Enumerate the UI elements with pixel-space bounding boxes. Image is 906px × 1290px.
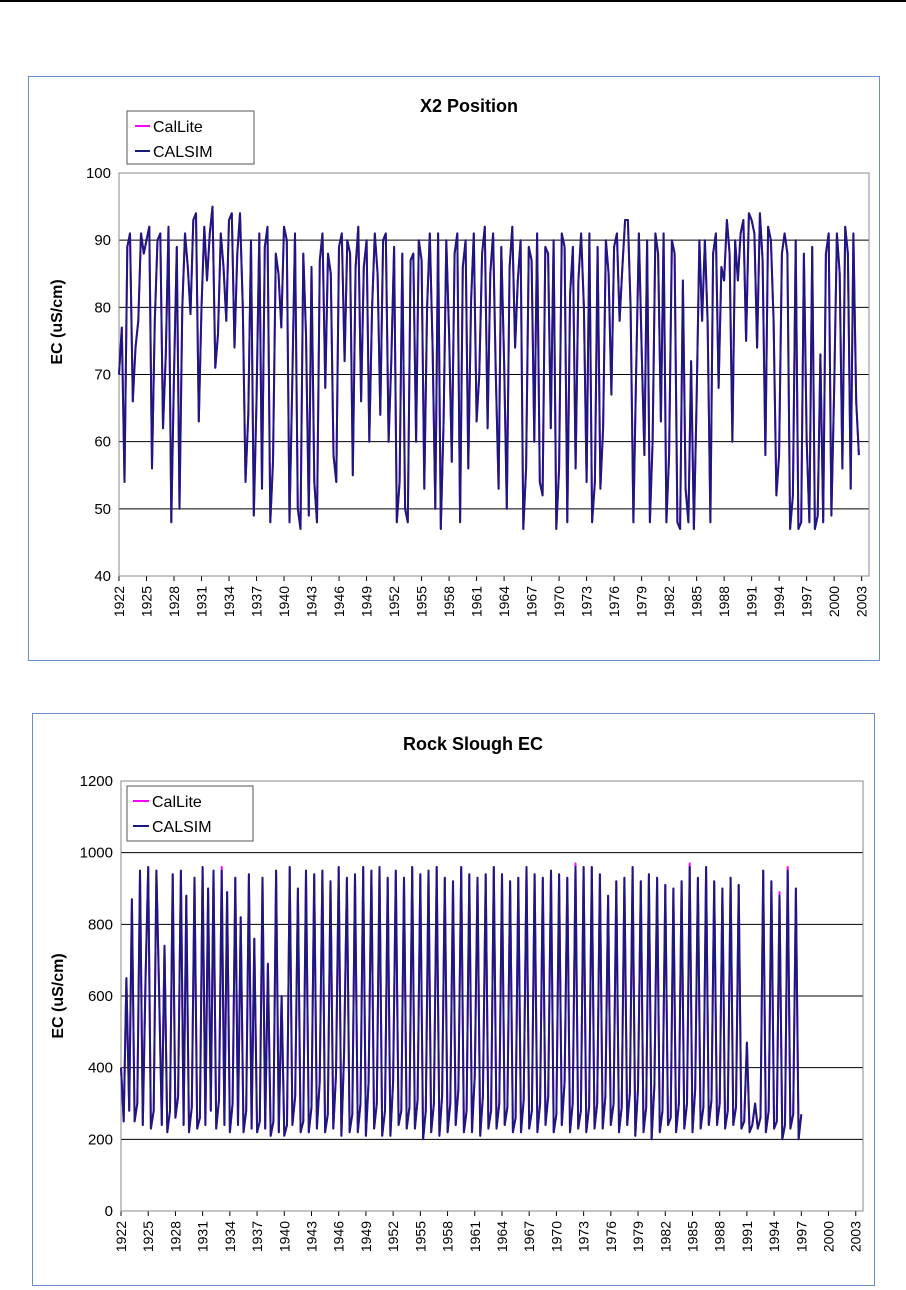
x-tick-label: 1925 xyxy=(139,586,155,617)
x-tick-label: 1973 xyxy=(579,586,595,617)
y-tick-label: 80 xyxy=(94,299,111,316)
y-tick-label: 50 xyxy=(94,501,111,518)
x-tick-label: 1943 xyxy=(304,586,320,617)
x-tick-label: 1961 xyxy=(467,1221,483,1252)
x-tick-label: 1970 xyxy=(548,1221,564,1252)
x-tick-label: 2000 xyxy=(826,586,842,617)
page-top-rule xyxy=(0,0,906,2)
legend-label-calsim: CALSIM xyxy=(152,819,212,836)
x-tick-label: 1958 xyxy=(441,586,457,617)
x-tick-label: 1967 xyxy=(524,586,540,617)
x-tick-label: 1982 xyxy=(661,586,677,617)
x2-position-chart: X2 Position EC (uS/cm) 40 50 60 70 80 90 100 1… xyxy=(28,76,880,661)
y-tick-label: 0 xyxy=(105,1203,113,1220)
y-tick-label: 1000 xyxy=(80,845,113,862)
x-tick-label: 1979 xyxy=(634,586,650,617)
series-lines xyxy=(118,205,860,530)
x-tick-label: 1997 xyxy=(799,586,815,617)
x-tick-label: 1961 xyxy=(469,586,485,617)
plot-area xyxy=(120,780,864,1212)
x-tick-label: 1955 xyxy=(412,1221,428,1252)
x-tick-label: 1943 xyxy=(303,1221,319,1252)
x-tick-label: 1937 xyxy=(249,586,265,617)
x-tick-label: 2003 xyxy=(854,586,870,617)
x-tick-label: 1922 xyxy=(111,586,127,617)
x-tick-label: 1949 xyxy=(359,586,375,617)
legend: CalLite CALSIM xyxy=(126,110,255,165)
x-tick-label: 1928 xyxy=(167,1221,183,1252)
y-axis-label: EC (uS/cm) xyxy=(49,279,66,364)
x-tick-label: 1970 xyxy=(551,586,567,617)
y-tick-label: 40 xyxy=(94,568,111,585)
x-tick-label: 1940 xyxy=(276,586,292,617)
x-tick-label: 1931 xyxy=(195,1221,211,1252)
x-tick-label: 1934 xyxy=(221,586,237,617)
x-tick-label: 2000 xyxy=(821,1221,837,1252)
x-tick-labels: 1922 1925 1928 1931 1934 1937 1940 1943 1946 1949… xyxy=(111,576,870,617)
x-tick-label: 1940 xyxy=(276,1221,292,1252)
x-tick-label: 1952 xyxy=(386,586,402,617)
x-tick-label: 1991 xyxy=(739,1221,755,1252)
legend-label-callite: CalLite xyxy=(153,119,203,136)
x-tick-label: 1982 xyxy=(657,1221,673,1252)
y-tick-labels: 0 200 400 600 800 1000 1200 xyxy=(80,773,113,1220)
series-lines xyxy=(120,862,803,1141)
x-tick-label: 1985 xyxy=(689,586,705,617)
x-tick-label: 1964 xyxy=(494,1221,510,1252)
x-tick-label: 1991 xyxy=(744,586,760,617)
series-line-calsim xyxy=(120,866,803,1141)
x-tick-label: 1976 xyxy=(603,1221,619,1252)
y-tick-label: 800 xyxy=(88,916,113,933)
x2-position-plot: X2 Position EC (uS/cm) 40 50 60 70 80 90 100 1… xyxy=(49,96,870,617)
x-tick-labels: 1922 1925 1928 1931 1934 1937 1940 1943 1946 1949… xyxy=(113,1211,864,1252)
legend: CalLite CALSIM xyxy=(126,785,254,842)
rock-slough-ec-chart: Rock Slough EC EC (uS/cm) 0 200 400 600 800 1… xyxy=(32,713,875,1286)
legend-label-callite: CalLite xyxy=(152,794,202,811)
x-tick-label: 1988 xyxy=(712,1221,728,1252)
y-tick-label: 60 xyxy=(94,434,111,451)
x-tick-label: 2003 xyxy=(848,1221,864,1252)
chart-title: X2 Position xyxy=(420,96,518,116)
x-tick-label: 1979 xyxy=(630,1221,646,1252)
legend-label-calsim: CALSIM xyxy=(153,144,213,161)
x-tick-label: 1973 xyxy=(576,1221,592,1252)
x-tick-label: 1937 xyxy=(249,1221,265,1252)
x-tick-label: 1934 xyxy=(222,1221,238,1252)
x-tick-label: 1997 xyxy=(793,1221,809,1252)
y-tick-labels: 40 50 60 70 80 90 100 xyxy=(86,165,111,585)
x-tick-label: 1988 xyxy=(716,586,732,617)
legend-box xyxy=(126,785,254,842)
x-tick-label: 1949 xyxy=(358,1221,374,1252)
rock-slough-ec-plot: Rock Slough EC EC (uS/cm) 0 200 400 600 800 1… xyxy=(50,734,864,1252)
y-tick-label: 70 xyxy=(94,367,111,384)
x-tick-label: 1958 xyxy=(440,1221,456,1252)
x-tick-label: 1925 xyxy=(140,1221,156,1252)
y-tick-label: 100 xyxy=(86,165,111,182)
series-line-calsim xyxy=(118,205,860,530)
legend-box xyxy=(126,110,255,165)
chart-title: Rock Slough EC xyxy=(403,734,543,754)
x-tick-label: 1967 xyxy=(521,1221,537,1252)
y-tick-label: 400 xyxy=(88,1060,113,1077)
x-tick-label: 1931 xyxy=(194,586,210,617)
y-axis-label: EC (uS/cm) xyxy=(50,953,67,1038)
x-tick-label: 1985 xyxy=(684,1221,700,1252)
x-tick-label: 1928 xyxy=(166,586,182,617)
x-tick-label: 1964 xyxy=(496,586,512,617)
y-tick-label: 600 xyxy=(88,988,113,1005)
x-tick-label: 1946 xyxy=(331,1221,347,1252)
x-tick-label: 1994 xyxy=(771,586,787,617)
x-tick-label: 1976 xyxy=(606,586,622,617)
y-tick-label: 200 xyxy=(88,1131,113,1148)
x-tick-label: 1955 xyxy=(414,586,430,617)
x-tick-label: 1994 xyxy=(766,1221,782,1252)
x-tick-label: 1952 xyxy=(385,1221,401,1252)
x-tick-label: 1922 xyxy=(113,1221,129,1252)
x-tick-label: 1946 xyxy=(331,586,347,617)
y-tick-label: 90 xyxy=(94,232,111,249)
y-tick-label: 1200 xyxy=(80,773,113,790)
